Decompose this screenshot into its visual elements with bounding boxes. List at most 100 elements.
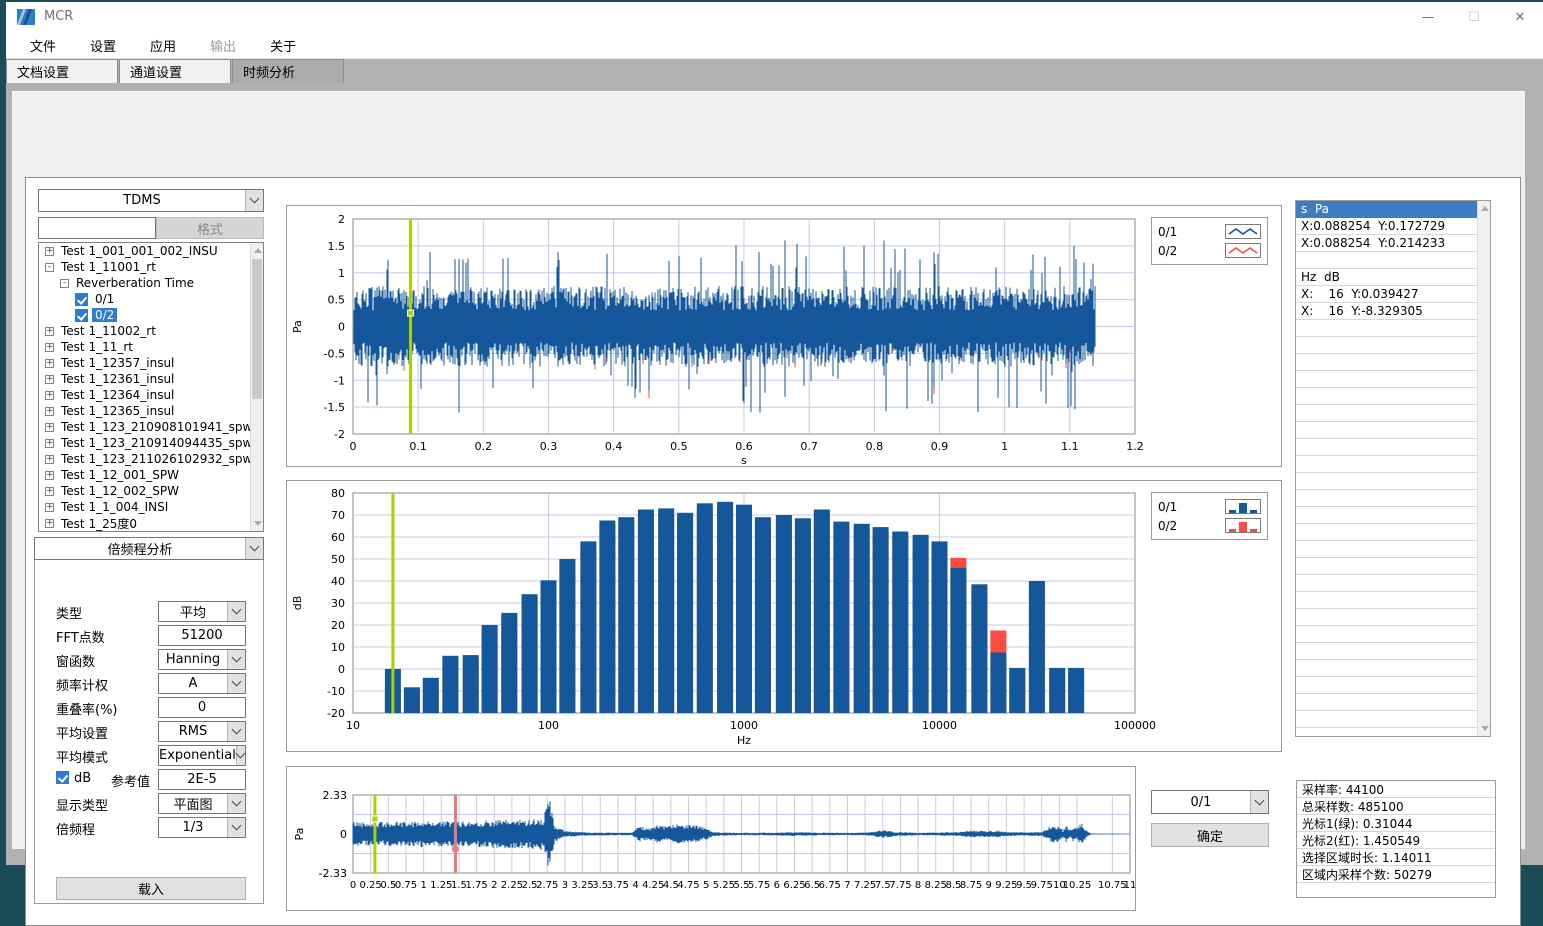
scroll-up-icon[interactable] [1481, 206, 1489, 211]
readout-header[interactable]: s Pa [1296, 201, 1478, 218]
menu-item-文件[interactable]: 文件 [18, 33, 68, 58]
expand-icon[interactable]: + [45, 487, 54, 496]
readout-row[interactable]: X: 16 Y:0.039427 [1296, 286, 1478, 303]
db-reference-field[interactable]: 2E-5 [158, 769, 246, 790]
readout-row[interactable]: Hz dB [1296, 269, 1478, 286]
tree-item[interactable]: +Test 1_1_004_INSI [39, 499, 263, 515]
readout-row-empty[interactable] [1296, 677, 1478, 694]
tree-item[interactable]: +Test 1_123_210908101941_spw [39, 419, 263, 435]
channel-select-combo[interactable]: 0/1 [1151, 790, 1269, 814]
readout-row-empty[interactable] [1296, 337, 1478, 354]
tab-文档设置[interactable]: 文档设置 [6, 59, 118, 83]
expand-icon[interactable]: + [45, 439, 54, 448]
readout-row-empty[interactable] [1296, 439, 1478, 456]
frequency-weighting-select[interactable]: A [158, 673, 246, 694]
readout-row-empty[interactable] [1296, 609, 1478, 626]
menu-item-输出[interactable]: 输出 [198, 33, 248, 58]
readout-row-empty[interactable] [1296, 405, 1478, 422]
readout-row-empty[interactable] [1296, 388, 1478, 405]
tree-item[interactable]: 0/1 [39, 291, 263, 307]
collapse-icon[interactable]: - [45, 263, 54, 272]
readout-row-empty[interactable] [1296, 507, 1478, 524]
checkbox-checked-icon[interactable] [75, 309, 88, 322]
readout-row-empty[interactable] [1296, 643, 1478, 660]
confirm-button[interactable]: 确定 [1151, 823, 1269, 847]
format-button[interactable]: 格式 [156, 217, 264, 239]
readout-row-empty[interactable] [1296, 354, 1478, 371]
tree-item[interactable]: +Test 1_12_001_SPW [39, 467, 263, 483]
tab-时频分析[interactable]: 时频分析 [232, 59, 344, 83]
average-mode-select[interactable]: Exponential [158, 745, 246, 766]
minimize-button[interactable]: — [1405, 2, 1451, 32]
readout-row-empty[interactable] [1296, 456, 1478, 473]
tree-item[interactable]: -Test 1_11001_rt [39, 259, 263, 275]
overlap-field[interactable]: 0 [158, 697, 246, 718]
tree-item[interactable]: +Test 1_123_210914094435_spw [39, 435, 263, 451]
chevron-down-icon[interactable] [227, 650, 245, 669]
expand-icon[interactable]: + [45, 455, 54, 464]
scroll-down-icon[interactable] [254, 521, 262, 526]
tree-item[interactable]: +Test 1_12365_insul [39, 403, 263, 419]
checkbox-checked-icon[interactable] [75, 293, 88, 306]
collapse-icon[interactable]: - [60, 279, 69, 288]
close-button[interactable]: ✕ [1497, 2, 1543, 32]
tree-item[interactable]: +Test 1_12364_insul [39, 387, 263, 403]
expand-icon[interactable]: + [45, 407, 54, 416]
tree-item[interactable]: +Test 1_001_001_002_INSU [39, 243, 263, 259]
scroll-thumb[interactable] [252, 259, 262, 399]
maximize-button[interactable]: ☐ [1451, 2, 1497, 32]
menu-item-关于[interactable]: 关于 [258, 33, 308, 58]
readout-row-empty[interactable] [1296, 694, 1478, 711]
readout-row-empty[interactable] [1296, 575, 1478, 592]
readout-scrollbar[interactable] [1477, 201, 1490, 736]
octave-select[interactable]: 1/3 [158, 817, 246, 838]
readout-row-empty[interactable] [1296, 422, 1478, 439]
analysis-type-combo[interactable]: 倍频程分析 [34, 537, 264, 560]
readout-row-empty[interactable] [1296, 541, 1478, 558]
expand-icon[interactable]: + [45, 375, 54, 384]
tree-scrollbar[interactable] [250, 243, 263, 531]
expand-icon[interactable]: + [45, 471, 54, 480]
readout-row-empty[interactable] [1296, 473, 1478, 490]
scroll-down-icon[interactable] [1481, 726, 1489, 731]
chevron-down-icon[interactable] [227, 794, 245, 813]
chevron-down-icon[interactable] [227, 722, 245, 741]
readout-row[interactable] [1296, 252, 1478, 269]
readout-row-empty[interactable] [1296, 592, 1478, 609]
db-checkbox[interactable] [56, 771, 69, 784]
expand-icon[interactable]: + [45, 519, 54, 528]
tree-item[interactable]: +Test 1_12361_insul [39, 371, 263, 387]
tree-item[interactable]: +Test 1_12_002_SPW [39, 483, 263, 499]
chevron-down-icon[interactable] [227, 818, 245, 837]
readout-row-empty[interactable] [1296, 371, 1478, 388]
readout-row[interactable]: X:0.088254 Y:0.214233 [1296, 235, 1478, 252]
tree-item[interactable]: -Reverberation Time [39, 275, 263, 291]
readout-row-empty[interactable] [1296, 490, 1478, 507]
readout-row[interactable]: X: 16 Y:-8.329305 [1296, 303, 1478, 320]
type-select[interactable]: 平均 [158, 601, 246, 622]
chevron-down-icon[interactable] [245, 190, 263, 211]
menu-item-应用[interactable]: 应用 [138, 33, 188, 58]
tree-item[interactable]: +Test 1_25度0 [39, 515, 263, 531]
average-setting-select[interactable]: RMS [158, 721, 246, 742]
chevron-down-icon[interactable] [245, 538, 263, 559]
expand-icon[interactable]: + [45, 343, 54, 352]
chevron-down-icon[interactable] [236, 746, 245, 765]
fft-points-field[interactable]: 51200 [158, 625, 246, 646]
readout-row[interactable]: X:0.088254 Y:0.172729 [1296, 218, 1478, 235]
display-type-select[interactable]: 平面图 [158, 793, 246, 814]
readout-row-empty[interactable] [1296, 660, 1478, 677]
file-format-combo[interactable]: TDMS [38, 189, 264, 212]
chevron-down-icon[interactable] [227, 602, 245, 621]
readout-row-empty[interactable] [1296, 728, 1478, 736]
tree-item[interactable]: +Test 1_11_rt [39, 339, 263, 355]
format-input[interactable] [38, 217, 156, 239]
tab-通道设置[interactable]: 通道设置 [119, 59, 231, 83]
readout-row-empty[interactable] [1296, 320, 1478, 337]
readout-row-empty[interactable] [1296, 711, 1478, 728]
expand-icon[interactable]: + [45, 391, 54, 400]
tree-item[interactable]: 0/2 [39, 307, 263, 323]
